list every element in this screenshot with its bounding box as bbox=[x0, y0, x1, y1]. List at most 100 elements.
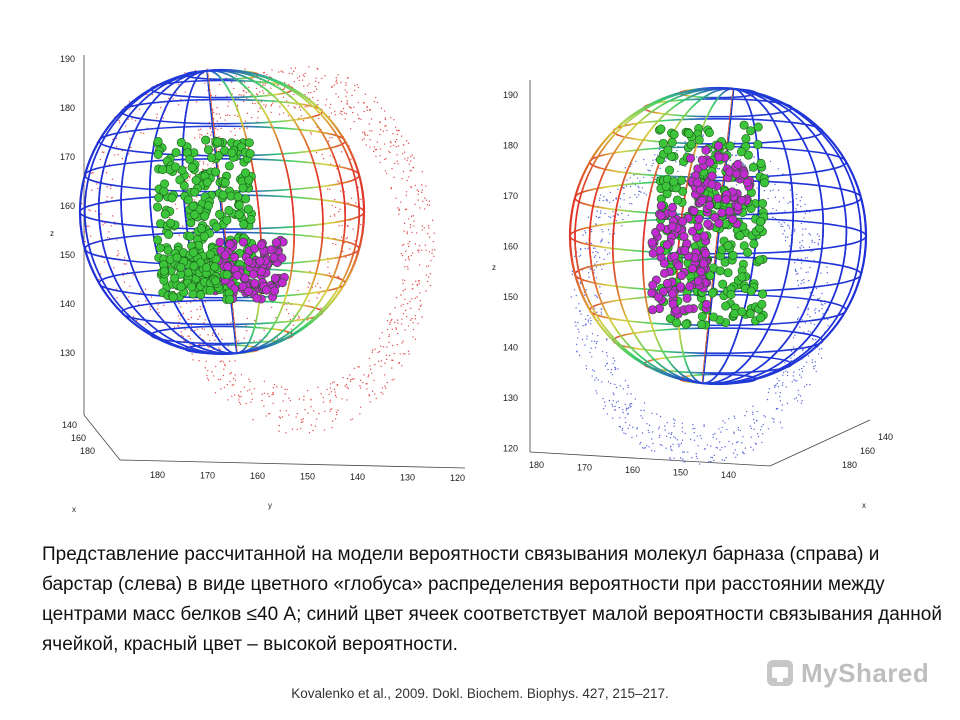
atom bbox=[697, 196, 707, 206]
halo-dot bbox=[684, 432, 686, 435]
halo-dot bbox=[677, 170, 679, 173]
halo-dot bbox=[786, 402, 789, 405]
atom bbox=[241, 194, 251, 204]
halo-dot bbox=[606, 200, 609, 202]
figure-caption: Представление рассчитанной на модели вер… bbox=[42, 544, 942, 655]
halo-dot bbox=[570, 296, 572, 298]
halo-dot bbox=[656, 154, 659, 156]
halo-dot bbox=[381, 332, 383, 334]
halo-dot bbox=[799, 374, 801, 376]
halo-dot bbox=[721, 446, 723, 449]
halo-dot bbox=[743, 452, 745, 455]
atom bbox=[244, 256, 254, 266]
halo-dot bbox=[587, 319, 590, 321]
halo-dot bbox=[263, 71, 266, 74]
halo-dot bbox=[400, 252, 403, 255]
halo-dot bbox=[742, 162, 744, 164]
halo-dot bbox=[805, 228, 807, 230]
left-z-tick-label: 150 bbox=[60, 250, 75, 260]
halo-dot bbox=[383, 158, 386, 161]
halo-dot bbox=[257, 110, 259, 113]
halo-dot bbox=[431, 249, 434, 251]
halo-dot bbox=[230, 130, 232, 133]
halo-dot bbox=[798, 394, 800, 396]
halo-dot bbox=[386, 320, 389, 322]
left-z-axis-label: z bbox=[50, 229, 54, 238]
halo-dot bbox=[333, 84, 335, 86]
halo-dot bbox=[782, 197, 785, 199]
halo-dot bbox=[584, 294, 586, 296]
halo-dot bbox=[809, 292, 811, 294]
halo-dot bbox=[243, 386, 246, 388]
halo-dot bbox=[396, 139, 398, 141]
halo-dot bbox=[676, 149, 678, 152]
halo-dot bbox=[648, 431, 650, 434]
halo-dot bbox=[116, 255, 119, 257]
halo-dot bbox=[337, 275, 339, 277]
halo-dot bbox=[259, 107, 261, 109]
halo-dot bbox=[794, 262, 796, 264]
atom bbox=[159, 266, 169, 276]
halo-dot bbox=[271, 394, 273, 396]
halo-dot bbox=[727, 418, 730, 420]
atom bbox=[676, 175, 686, 185]
halo-dot bbox=[594, 247, 596, 249]
atom bbox=[187, 162, 197, 172]
halo-dot bbox=[108, 163, 111, 166]
halo-dot bbox=[643, 192, 645, 194]
halo-dot bbox=[246, 112, 249, 115]
halo-dot bbox=[286, 388, 288, 391]
halo-dot bbox=[579, 310, 581, 313]
halo-dot bbox=[593, 370, 596, 372]
atom bbox=[270, 286, 280, 296]
halo-dot bbox=[365, 144, 367, 146]
halo-dot bbox=[799, 246, 801, 248]
halo-dot bbox=[615, 198, 617, 200]
halo-dot bbox=[368, 395, 371, 397]
halo-dot bbox=[790, 359, 792, 362]
halo-dot bbox=[591, 340, 593, 342]
halo-dot bbox=[386, 328, 389, 331]
halo-dot bbox=[198, 129, 200, 131]
halo-dot bbox=[385, 157, 387, 160]
right-y-tick-label: 180 bbox=[529, 460, 544, 470]
halo-dot bbox=[388, 150, 390, 153]
halo-dot bbox=[782, 225, 784, 228]
halo-dot bbox=[735, 441, 738, 444]
atom bbox=[696, 267, 706, 277]
halo-dot bbox=[420, 191, 423, 194]
halo-dot bbox=[375, 155, 377, 158]
halo-dot bbox=[419, 292, 421, 294]
halo-dot bbox=[788, 225, 790, 227]
halo-dot bbox=[595, 215, 598, 218]
halo-dot bbox=[756, 410, 758, 413]
atom bbox=[160, 179, 170, 189]
halo-dot bbox=[111, 215, 114, 217]
halo-dot bbox=[261, 393, 263, 395]
halo-dot bbox=[326, 388, 328, 391]
halo-dot bbox=[233, 87, 235, 90]
halo-dot bbox=[678, 164, 681, 166]
halo-dot bbox=[409, 224, 412, 226]
halo-dot bbox=[673, 422, 675, 425]
halo-dot bbox=[394, 321, 396, 324]
halo-dot bbox=[303, 75, 305, 78]
halo-dot bbox=[807, 271, 809, 273]
halo-dot bbox=[189, 343, 191, 345]
halo-dot bbox=[261, 90, 264, 92]
halo-dot bbox=[579, 254, 582, 257]
halo-dot bbox=[353, 378, 355, 380]
halo-dot bbox=[813, 368, 815, 370]
halo-dot bbox=[777, 385, 780, 388]
halo-dot bbox=[824, 302, 826, 305]
halo-dot bbox=[400, 201, 402, 203]
halo-dot bbox=[421, 249, 423, 251]
halo-dot bbox=[809, 331, 812, 333]
halo-dot bbox=[798, 369, 801, 371]
halo-dot bbox=[405, 140, 408, 142]
halo-dot bbox=[279, 106, 281, 108]
atom bbox=[210, 262, 220, 272]
halo-dot bbox=[395, 146, 397, 148]
right-z-tick-label: 170 bbox=[503, 191, 518, 201]
